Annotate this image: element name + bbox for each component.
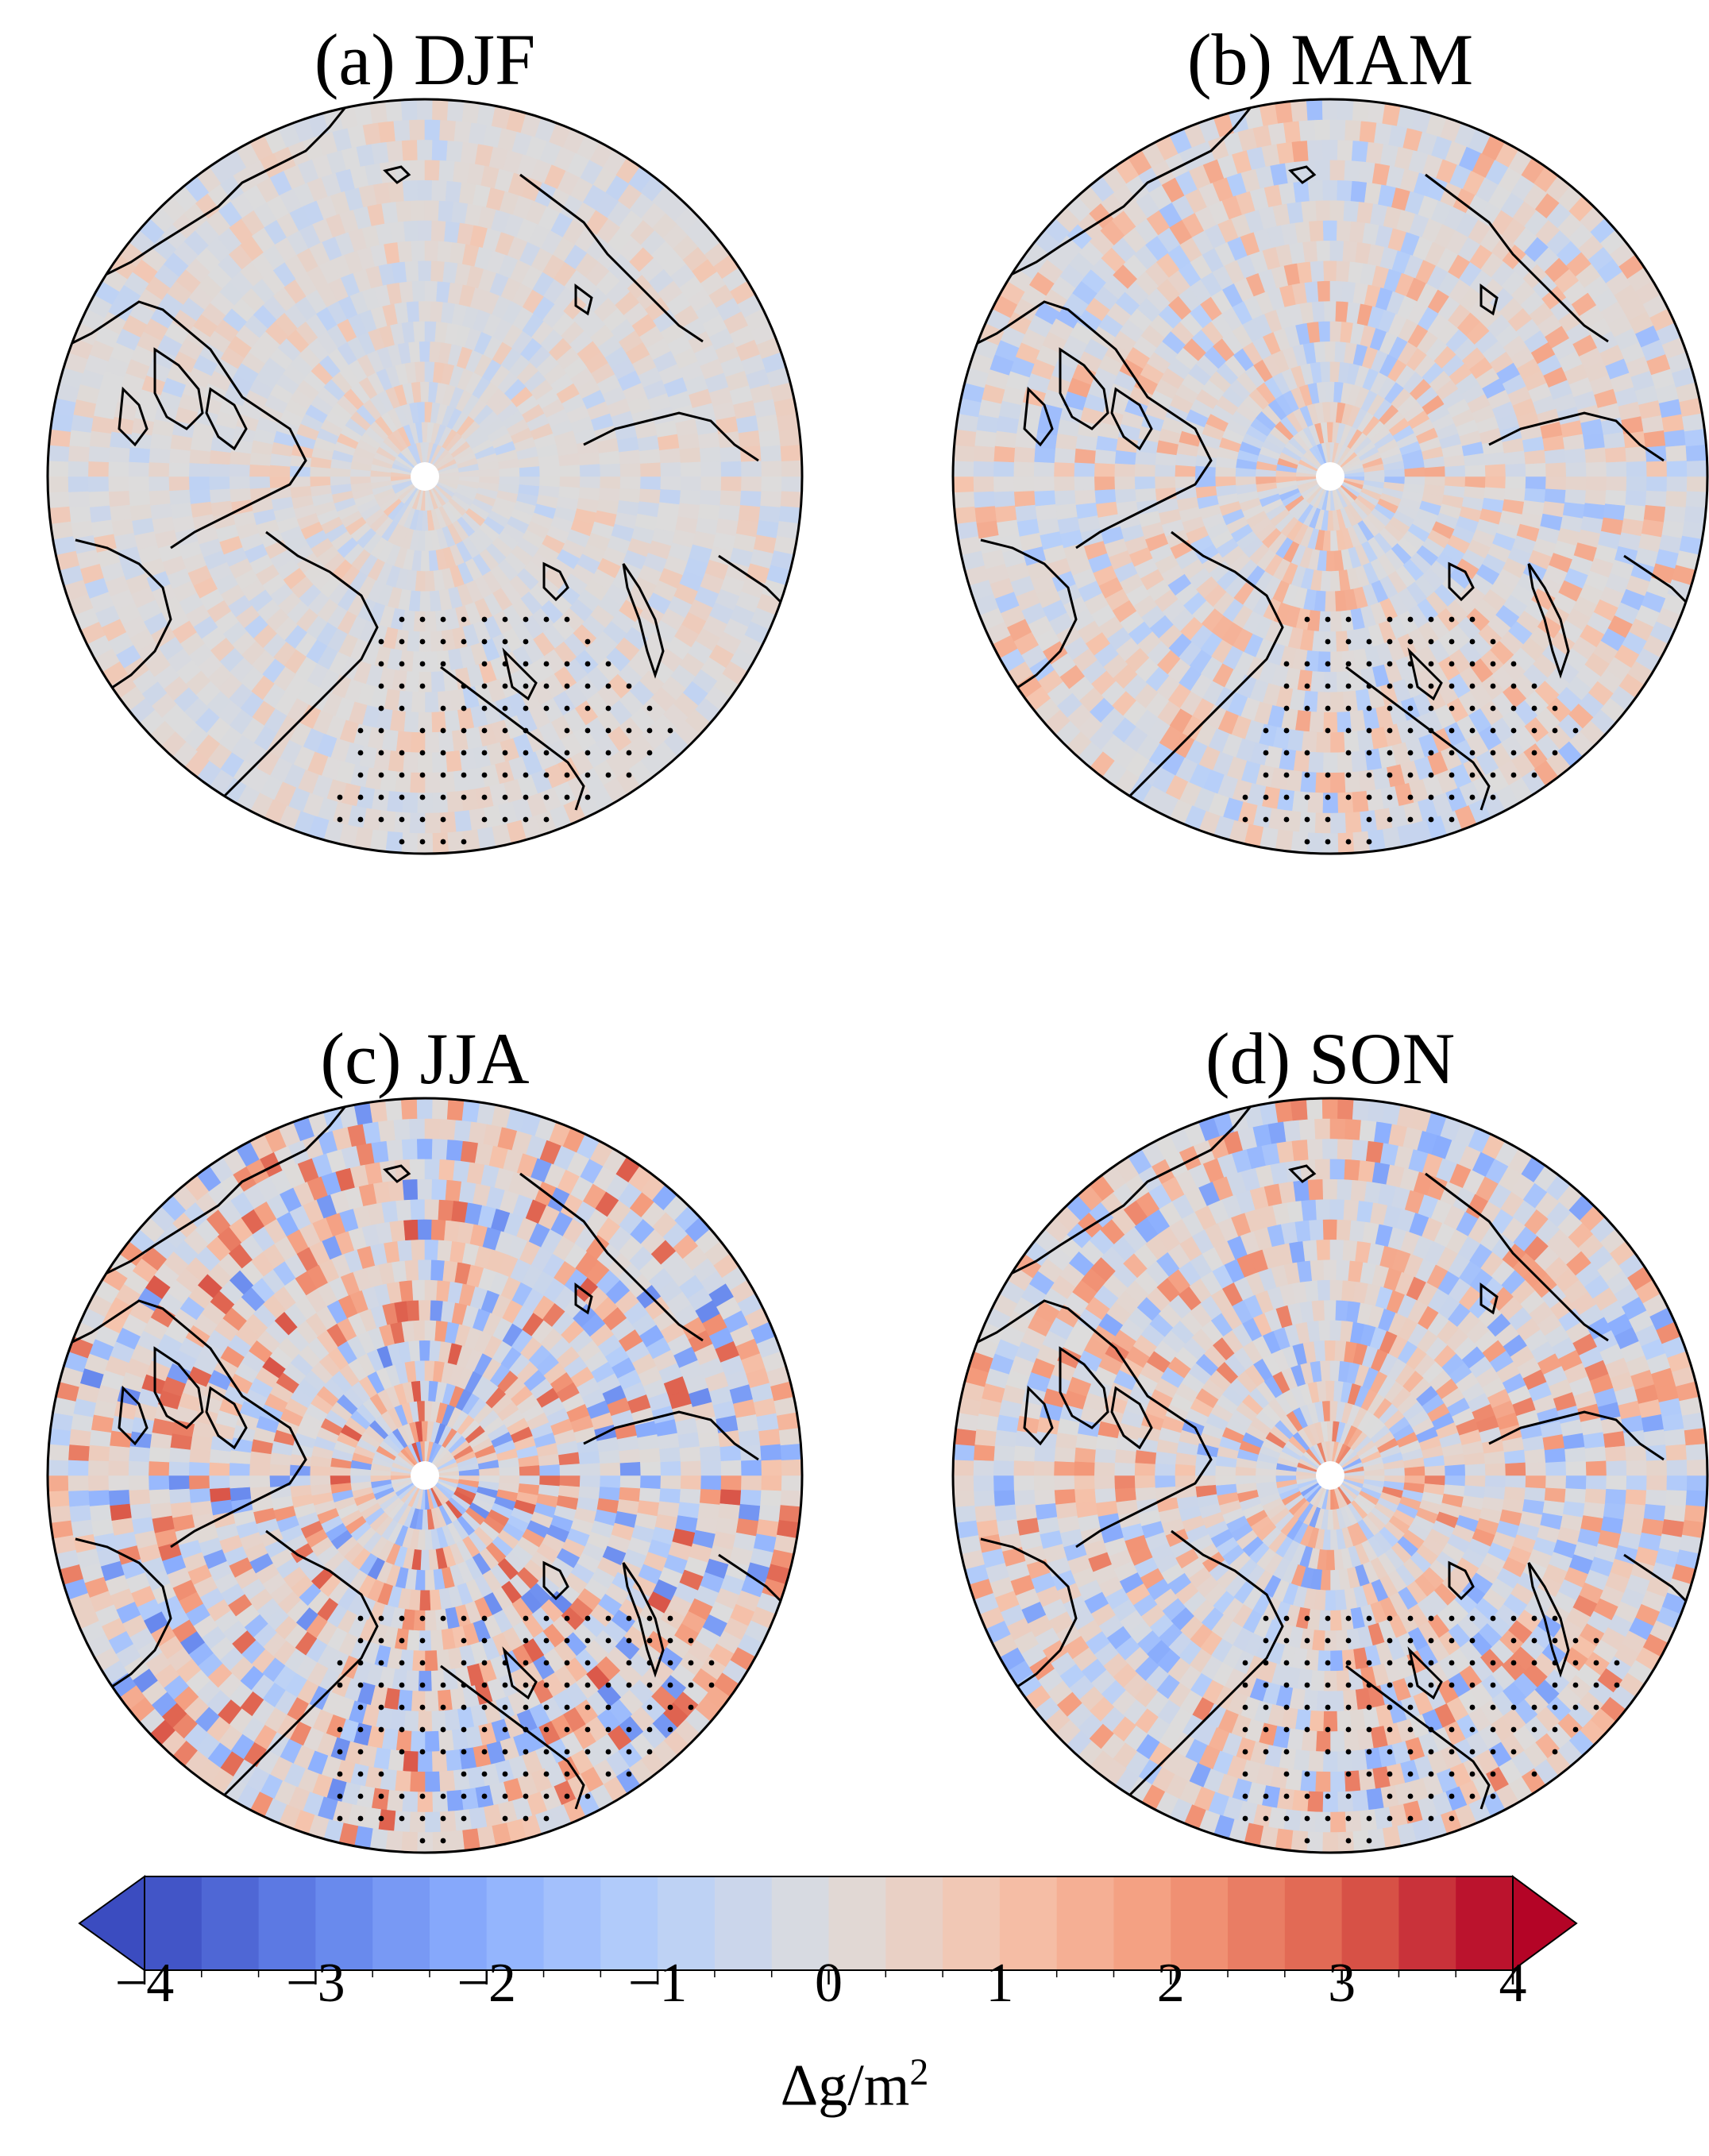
map-panel-djf: (a) DJF [28,16,822,874]
grid-cell [781,460,802,477]
stipple-dot [419,638,426,645]
stipple-dot [419,661,426,667]
stipple-dot [502,638,508,645]
stipple-dot [399,661,405,667]
stipple-dot [584,638,591,645]
stipple-dot [481,638,488,645]
stipple-dot [461,616,467,623]
stipple-dot [440,616,446,623]
stipple-dot [440,638,446,645]
polar-map [46,98,804,855]
stipple-dot [399,638,405,645]
stipple-dot [523,616,529,623]
stipple-dot [419,616,426,623]
stipple-dot [523,638,529,645]
stipple-dot [564,616,570,623]
significance-stipple [337,616,673,845]
stipple-dot [543,616,550,623]
stipple-dot [461,638,467,645]
stipple-dot [378,638,384,645]
panel-title: (a) DJF [314,19,536,100]
stipple-dot [378,661,384,667]
grid-cell [48,476,69,493]
stipple-dot [502,616,508,623]
stipple-dot [399,616,405,623]
stipple-dot [481,616,488,623]
